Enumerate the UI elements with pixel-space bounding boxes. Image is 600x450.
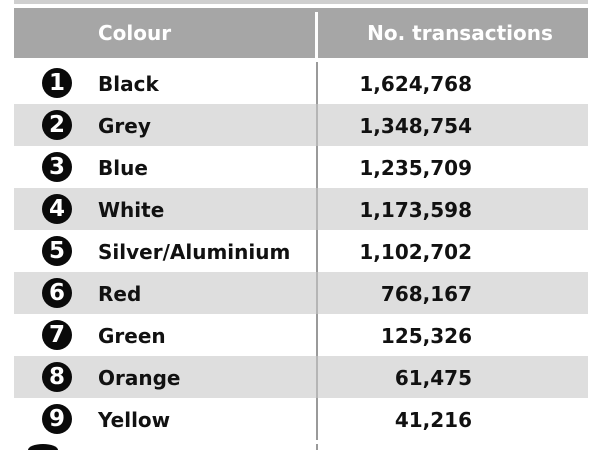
column-divider [316, 188, 318, 230]
colour-column-header: Colour [98, 21, 172, 45]
table-row: 5 Silver/Aluminium 1,102,702 [14, 230, 588, 272]
table-row: 1 Black 1,624,768 [14, 62, 588, 104]
colour-name: Yellow [98, 408, 171, 432]
colour-name: Green [98, 324, 166, 348]
transaction-count: 1,235,709 [359, 156, 472, 180]
rank-badge: 8 [42, 362, 72, 392]
rank-badge: 2 [42, 110, 72, 140]
top-rule [14, 0, 588, 4]
transaction-count: 768,167 [380, 282, 472, 306]
column-divider [316, 314, 318, 356]
table-row: 2 Grey 1,348,754 [14, 104, 588, 146]
colour-name: Blue [98, 156, 148, 180]
table-row: 3 Blue 1,235,709 [14, 146, 588, 188]
column-divider [316, 146, 318, 188]
column-divider [316, 230, 318, 272]
column-divider [316, 104, 318, 146]
transaction-count: 61,475 [394, 366, 472, 390]
colour-name: Grey [98, 114, 151, 138]
rank-badge: 7 [42, 320, 72, 350]
column-divider [316, 444, 318, 450]
colour-transactions-table: Colour No. transactions 1 Black 1,624,76… [14, 8, 588, 440]
rank-badge: 9 [42, 404, 72, 434]
transaction-count: 125,326 [380, 324, 472, 348]
colour-name: Silver/Aluminium [98, 240, 291, 264]
rank-badge: 3 [42, 152, 72, 182]
table-row: 7 Green 125,326 [14, 314, 588, 356]
rank-badge: 4 [42, 194, 72, 224]
header-gap [14, 58, 588, 62]
partial-rank-badge [28, 444, 58, 450]
rank-badge: 1 [42, 68, 72, 98]
rank-badge: 6 [42, 278, 72, 308]
table-row: 8 Orange 61,475 [14, 356, 588, 398]
transaction-count: 41,216 [394, 408, 472, 432]
table-row: 4 White 1,173,598 [14, 188, 588, 230]
column-divider [316, 62, 318, 104]
column-divider [316, 398, 318, 440]
transactions-column-header: No. transactions [367, 21, 553, 45]
colour-name: Red [98, 282, 142, 306]
column-divider [316, 356, 318, 398]
transaction-count: 1,624,768 [359, 72, 472, 96]
colour-name: Black [98, 72, 159, 96]
transaction-count: 1,173,598 [359, 198, 472, 222]
transaction-count: 1,348,754 [359, 114, 472, 138]
table-row: 6 Red 768,167 [14, 272, 588, 314]
rank-badge: 5 [42, 236, 72, 266]
column-divider [316, 272, 318, 314]
table-row: 9 Yellow 41,216 [14, 398, 588, 440]
header-divider [315, 12, 318, 58]
transaction-count: 1,102,702 [359, 240, 472, 264]
colour-name: Orange [98, 366, 181, 390]
colour-name: White [98, 198, 165, 222]
table-header: Colour No. transactions [14, 8, 588, 58]
